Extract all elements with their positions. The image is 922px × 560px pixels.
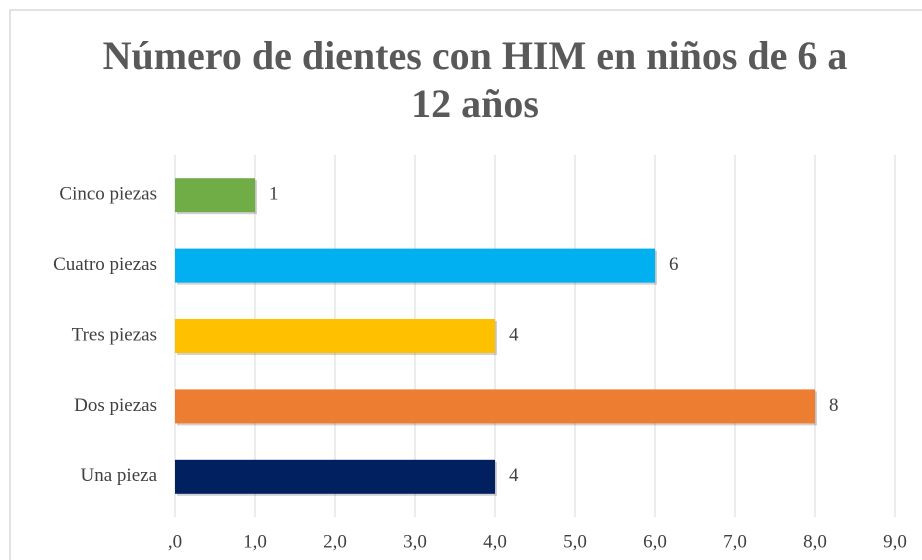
- y-tick-label: Una pieza: [81, 465, 158, 486]
- data-label: 4: [509, 324, 519, 345]
- bar: [175, 389, 815, 424]
- bar: [175, 248, 655, 283]
- x-tick-label: 7,0: [723, 531, 747, 552]
- data-label: 8: [829, 395, 839, 416]
- x-tick-label: 4,0: [483, 531, 507, 552]
- bar: [175, 459, 495, 494]
- bar: [175, 178, 255, 213]
- x-tick-label: ,0: [168, 531, 182, 552]
- data-label: 4: [509, 465, 519, 486]
- chart-title: Número de dientes con HIM en niños de 6 …: [102, 33, 848, 126]
- x-tick-label: 9,0: [883, 531, 907, 552]
- y-tick-label: Dos piezas: [74, 395, 157, 416]
- x-tick-label: 8,0: [803, 531, 827, 552]
- x-tick-label: 5,0: [563, 531, 587, 552]
- data-label: 1: [269, 184, 279, 205]
- data-label: 6: [669, 254, 679, 275]
- x-tick-label: 6,0: [643, 531, 667, 552]
- y-tick-label: Tres piezas: [72, 324, 157, 345]
- x-tick-label: 3,0: [403, 531, 427, 552]
- x-tick-label: 1,0: [243, 531, 267, 552]
- y-tick-label: Cinco piezas: [59, 184, 157, 205]
- x-tick-label: 2,0: [323, 531, 347, 552]
- bar: [175, 319, 495, 353]
- y-tick-label: Cuatro piezas: [53, 254, 157, 275]
